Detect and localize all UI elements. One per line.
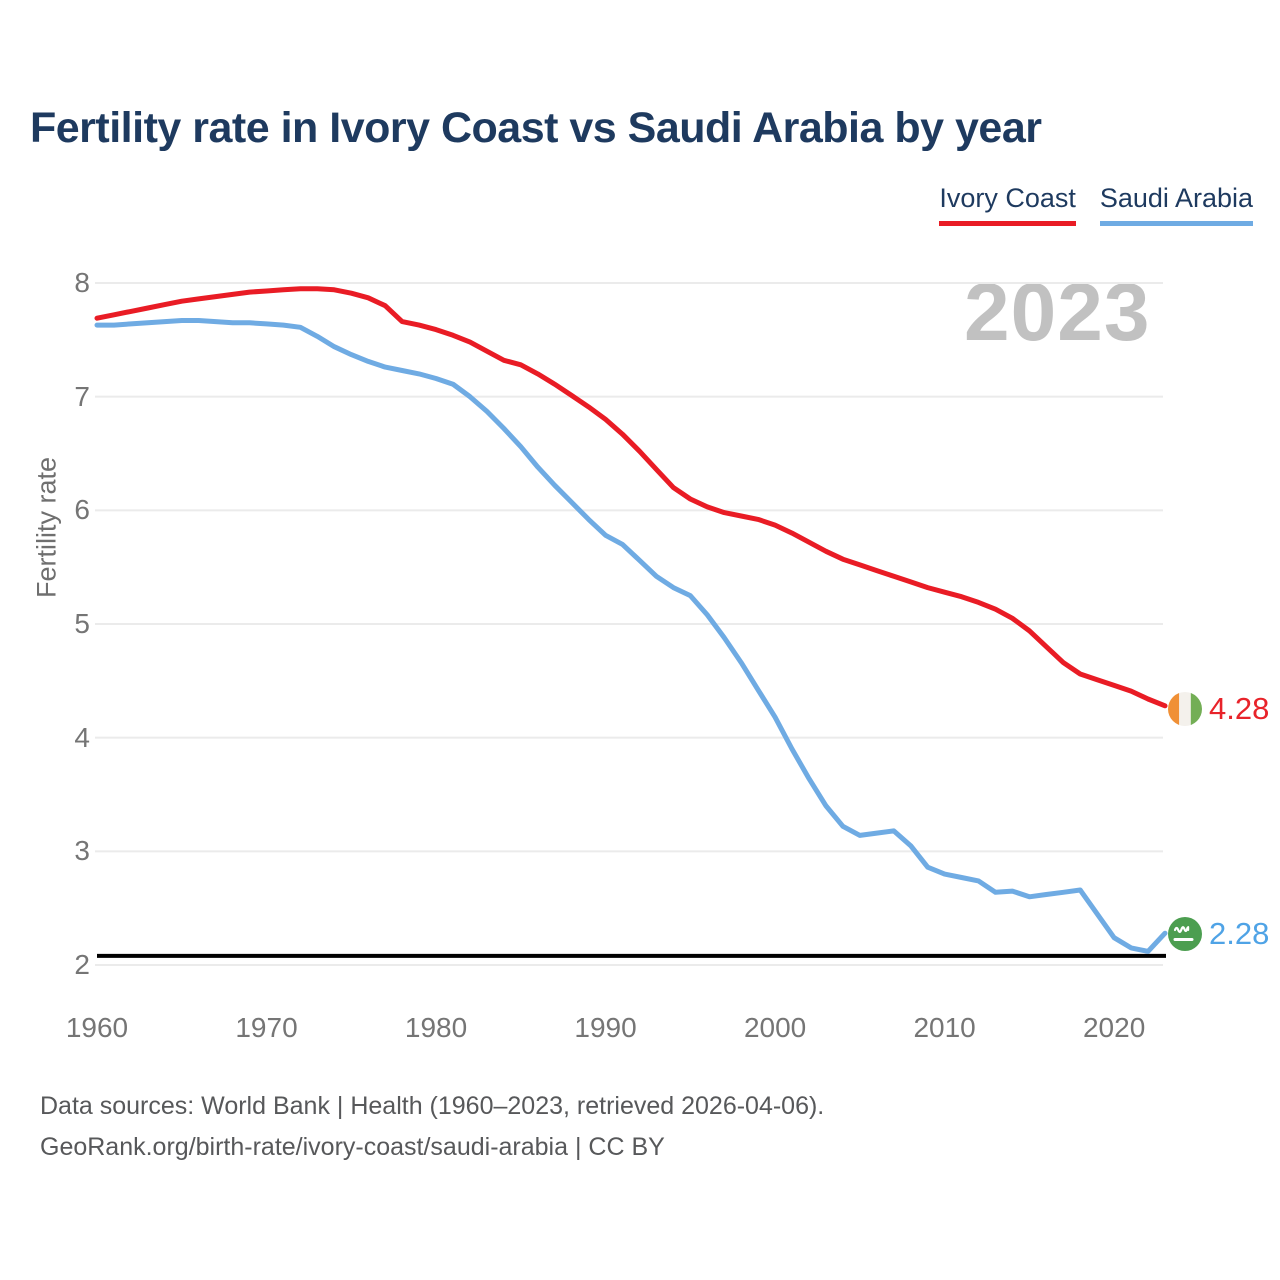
- legend: Ivory Coast Saudi Arabia: [939, 183, 1253, 226]
- end-value-ivory-coast: 4.28: [1209, 691, 1270, 726]
- end-value-saudi-arabia: 2.28: [1209, 916, 1270, 951]
- y-tick-4: 4: [74, 721, 90, 753]
- footer: Data sources: World Bank | Health (1960–…: [40, 1086, 824, 1168]
- y-tick-8: 8: [74, 267, 90, 298]
- x-tick-2010: 2010: [913, 1012, 976, 1043]
- saudi-arabia-flag-icon: [1168, 917, 1202, 951]
- y-tick-6: 6: [74, 494, 90, 526]
- legend-label-saudi-arabia: Saudi Arabia: [1099, 183, 1253, 213]
- x-tick-2020: 2020: [1082, 1012, 1146, 1043]
- y-tick-5: 5: [74, 608, 90, 639]
- x-tick-1980: 1980: [404, 1012, 468, 1043]
- legend-item-saudi-arabia[interactable]: Saudi Arabia: [1099, 183, 1253, 226]
- series-line-saudi-arabia: [94, 318, 1168, 954]
- series-line-ivory-coast: [94, 286, 1168, 709]
- legend-item-ivory-coast[interactable]: Ivory Coast: [939, 183, 1076, 226]
- y-tick-2: 2: [74, 949, 90, 980]
- x-tick-1970: 1970: [235, 1012, 298, 1043]
- x-tick-1960: 1960: [65, 1012, 129, 1043]
- ivory-coast-flag-icon: [1168, 692, 1202, 726]
- y-tick-3: 3: [74, 835, 90, 867]
- footer-data-sources: Data sources: World Bank | Health (1960–…: [40, 1092, 825, 1120]
- series-end-label-ivory-coast: 4.28: [1167, 691, 1269, 727]
- x-tick-1990: 1990: [574, 1012, 637, 1043]
- page-title: Fertility rate in Ivory Coast vs Saudi A…: [30, 104, 1042, 152]
- series-end-label-saudi-arabia: 2.28: [1167, 916, 1269, 952]
- y-tick-7: 7: [74, 380, 90, 412]
- x-tick-2000: 2000: [743, 1012, 807, 1043]
- footer-attribution-url: GeoRank.org/birth-rate/ivory-coast/saudi…: [40, 1133, 665, 1161]
- legend-label-ivory-coast: Ivory Coast: [939, 183, 1076, 213]
